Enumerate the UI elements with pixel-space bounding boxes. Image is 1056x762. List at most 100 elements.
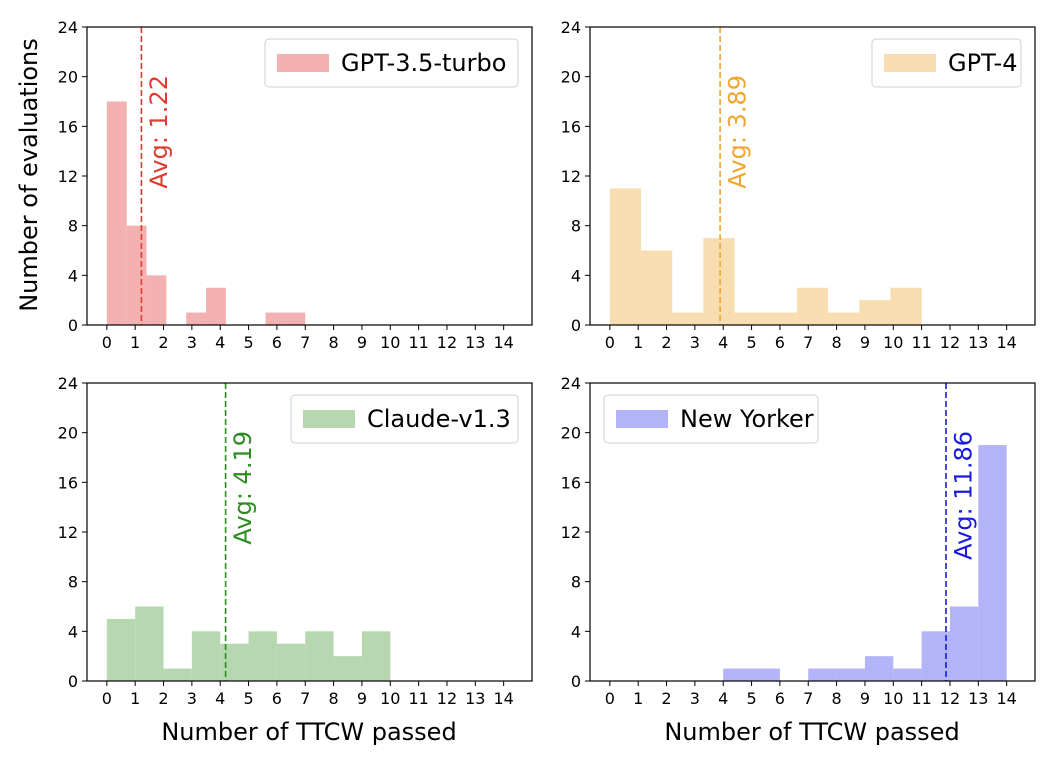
histogram-bar — [361, 631, 391, 681]
x-tick-label: 7 — [803, 689, 813, 708]
x-tick-label: 3 — [690, 689, 700, 708]
x-tick-label: 6 — [775, 333, 785, 352]
x-tick-label: 6 — [272, 333, 282, 352]
legend: New Yorker — [603, 394, 819, 444]
x-tick-label: 3 — [690, 333, 700, 352]
legend: GPT-4 — [871, 38, 1022, 88]
histogram-bar — [864, 656, 894, 681]
x-tick-label: 4 — [215, 689, 225, 708]
x-tick-label: 7 — [300, 333, 310, 352]
histogram-bar — [893, 668, 922, 681]
legend-box — [603, 394, 819, 444]
histogram-bar — [808, 668, 837, 681]
x-tick-label: 9 — [860, 689, 870, 708]
x-tick-label: 0 — [605, 333, 615, 352]
y-tick-label: 24 — [561, 18, 581, 37]
histogram-bar — [285, 312, 306, 325]
y-tick-label: 20 — [561, 424, 581, 443]
x-tick-label: 3 — [187, 689, 197, 708]
y-tick-label: 20 — [58, 68, 78, 87]
x-tick-label: 13 — [968, 333, 988, 352]
legend-swatch — [277, 54, 329, 72]
y-tick-label: 8 — [68, 217, 78, 236]
legend-swatch — [616, 410, 668, 428]
x-tick-label: 5 — [746, 689, 756, 708]
x-tick-label: 11 — [408, 333, 428, 352]
x-tick-label: 1 — [633, 333, 643, 352]
y-tick-label: 4 — [571, 266, 581, 285]
average-label: Avg: 4.19 — [229, 431, 257, 545]
y-tick-label: 20 — [561, 68, 581, 87]
legend: GPT-3.5-turbo — [264, 38, 519, 88]
y-tick-label: 0 — [68, 672, 78, 691]
x-tick-label: 10 — [380, 333, 400, 352]
legend-label: New Yorker — [680, 405, 814, 433]
x-tick-label: 9 — [357, 333, 367, 352]
histogram-bar — [186, 312, 207, 325]
x-tick-label: 6 — [775, 689, 785, 708]
y-tick-label: 12 — [561, 167, 581, 186]
x-tick-label: 1 — [130, 333, 140, 352]
histogram-bar — [146, 275, 167, 325]
y-axis-label: Number of evaluations — [15, 38, 43, 312]
x-tick-label: 14 — [493, 333, 513, 352]
x-tick-label: 11 — [408, 689, 428, 708]
y-tick-label: 24 — [58, 18, 78, 37]
y-tick-label: 0 — [571, 672, 581, 691]
y-tick-label: 4 — [571, 622, 581, 641]
x-tick-label: 2 — [158, 333, 168, 352]
average-label: Avg: 3.89 — [724, 75, 752, 189]
average-label: Avg: 11.86 — [950, 431, 978, 560]
y-tick-label: 16 — [58, 117, 78, 136]
x-tick-label: 14 — [996, 333, 1016, 352]
x-tick-label: 1 — [130, 689, 140, 708]
histogram-bar — [248, 631, 277, 681]
histogram-bar — [276, 643, 306, 681]
y-tick-label: 4 — [68, 266, 78, 285]
x-tick-label: 13 — [465, 689, 485, 708]
x-tick-label: 2 — [158, 689, 168, 708]
histogram-bar — [703, 238, 735, 325]
y-tick-label: 24 — [561, 374, 581, 393]
y-tick-label: 4 — [68, 622, 78, 641]
histogram-bar — [859, 300, 891, 325]
y-tick-label: 8 — [571, 217, 581, 236]
y-tick-label: 12 — [58, 167, 78, 186]
histogram-bar — [751, 668, 780, 681]
x-tick-label: 14 — [996, 689, 1016, 708]
y-tick-label: 20 — [58, 424, 78, 443]
x-tick-label: 4 — [718, 689, 728, 708]
x-tick-label: 12 — [437, 333, 457, 352]
x-tick-label: 13 — [465, 333, 485, 352]
x-tick-label: 0 — [102, 689, 112, 708]
y-tick-label: 24 — [58, 374, 78, 393]
x-tick-label: 10 — [380, 689, 400, 708]
y-tick-label: 0 — [571, 316, 581, 335]
legend-label: Claude-v1.3 — [367, 405, 511, 433]
x-tick-label: 10 — [883, 689, 903, 708]
x-tick-label: 5 — [243, 333, 253, 352]
histogram-bar — [641, 250, 673, 325]
histogram-bar — [734, 312, 766, 325]
x-tick-label: 8 — [328, 689, 338, 708]
histogram-bar — [126, 225, 147, 325]
legend-label: GPT-3.5-turbo — [341, 49, 506, 77]
x-tick-label: 1 — [633, 689, 643, 708]
histogram-bar — [765, 312, 797, 325]
y-tick-label: 8 — [571, 573, 581, 592]
x-axis-label-left: Number of TTCW passed — [161, 718, 456, 746]
legend-swatch — [303, 410, 355, 428]
legend-swatch — [884, 54, 936, 72]
x-tick-label: 13 — [968, 689, 988, 708]
histogram-bar — [305, 631, 334, 681]
histogram-bar — [163, 668, 192, 681]
x-tick-label: 12 — [940, 333, 960, 352]
x-tick-label: 9 — [357, 689, 367, 708]
histogram-bar — [206, 287, 226, 325]
x-tick-label: 12 — [437, 689, 457, 708]
y-tick-label: 8 — [68, 573, 78, 592]
